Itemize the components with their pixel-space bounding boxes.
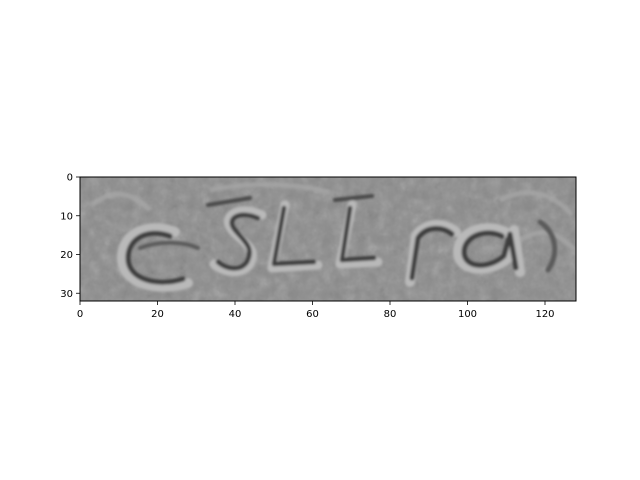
x-tick-label: 0 [77,309,83,320]
x-tick-label: 40 [229,309,242,320]
captcha-glyphs [117,194,558,292]
captcha-image [80,177,576,301]
x-tick-label: 60 [306,309,319,320]
y-tick-label: 10 [60,211,73,222]
y-tick-label: 30 [60,289,73,300]
glyph-2 [206,196,267,276]
y-axis: 0 10 20 30 [60,173,80,300]
glyph-6 [453,223,525,277]
x-tick-label: 80 [384,309,397,320]
y-tick-label: 0 [67,173,73,184]
glyph-4 [333,194,383,269]
x-tick-label: 100 [458,309,477,320]
glyph-5 [405,220,461,287]
glyph-7 [537,219,558,273]
y-tick-label: 20 [60,250,73,261]
glyph-1 [117,223,200,292]
x-axis: 0 20 40 60 80 100 120 [77,301,555,320]
glyph-3 [267,200,323,273]
x-tick-label: 120 [535,309,554,320]
axes-frame [79,176,577,302]
x-tick-label: 20 [151,309,164,320]
